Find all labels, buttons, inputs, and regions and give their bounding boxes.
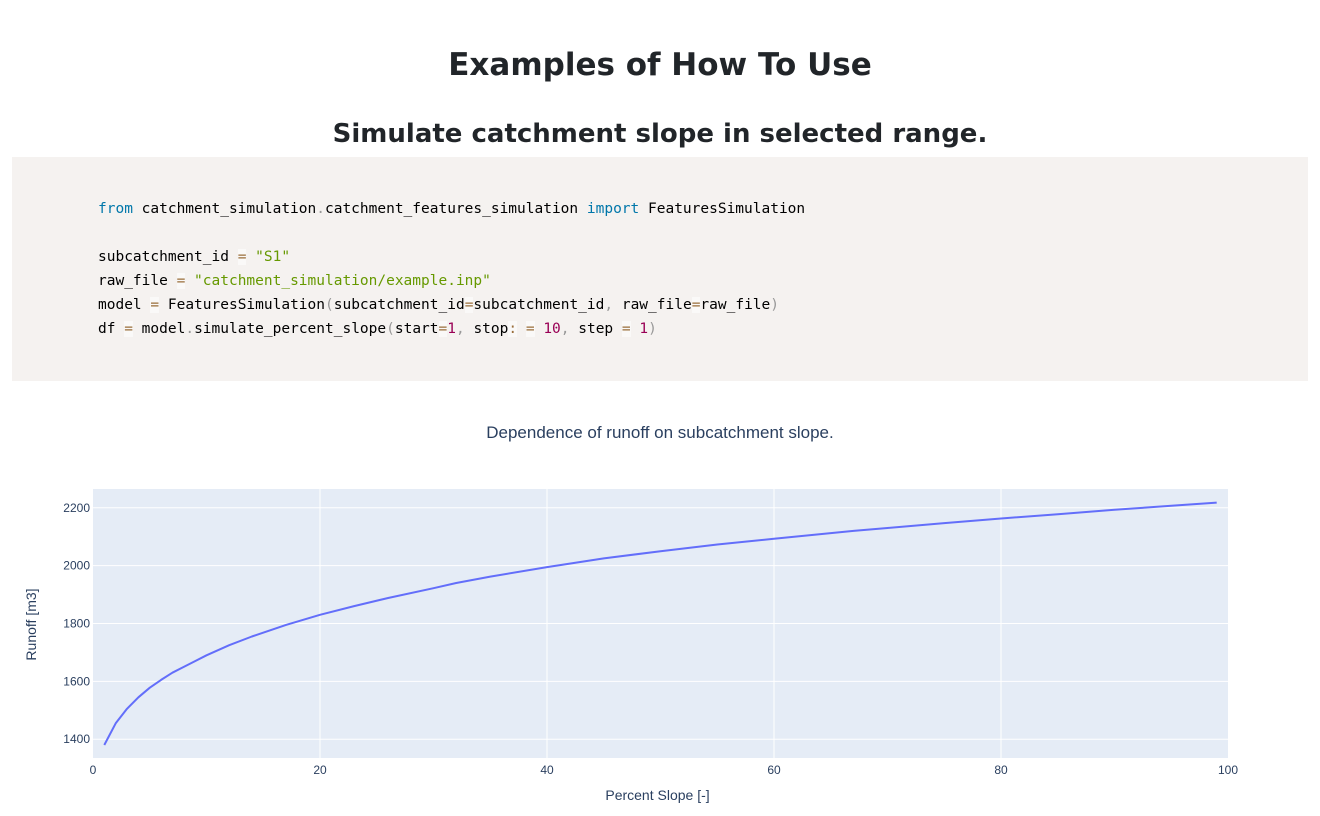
code-token: simulate_percent_slope — [194, 321, 387, 337]
code-token: model — [98, 297, 151, 313]
x-tick-label: 80 — [994, 763, 1008, 777]
code-line-blank — [98, 221, 1308, 245]
code-line: from catchment_simulation.catchment_feat… — [98, 197, 1308, 221]
code-token: , — [560, 321, 570, 337]
code-token: ( — [386, 321, 395, 337]
code-token — [535, 321, 544, 337]
code-token: subcatchment_id — [473, 297, 605, 313]
code-token: raw_file — [700, 297, 771, 313]
code-line: raw_file = "catchment_simulation/example… — [98, 269, 1308, 293]
runoff-chart[interactable]: 0 20 40 60 80 100 1400 1600 1800 2000 2200 Percent … — [0, 470, 1320, 816]
section-title: Simulate catchment slope in selected ran… — [332, 119, 988, 149]
code-token: = — [150, 297, 160, 313]
code-token: , — [604, 297, 614, 313]
chart-title: Dependence of runoff on subcatchment slo… — [486, 423, 834, 442]
code-token: , — [455, 321, 465, 337]
code-token: 1 — [447, 321, 456, 337]
code-token: start — [394, 321, 439, 337]
x-tick-label: 0 — [90, 763, 97, 777]
x-axis-title: Percent Slope [-] — [605, 787, 709, 803]
code-token: FeaturesSimulation — [159, 297, 325, 313]
code-token: . — [185, 321, 195, 337]
code-line: df = model.simulate_percent_slope(start=… — [98, 317, 1308, 341]
code-token: ) — [770, 297, 779, 313]
y-tick-label: 1400 — [63, 732, 90, 746]
code-token: raw_file — [98, 273, 177, 289]
code-token: = — [237, 249, 247, 265]
y-tick-label: 1800 — [63, 617, 90, 631]
code-token: catchment_simulation — [132, 201, 317, 217]
code-token: = — [621, 321, 631, 337]
y-axis-title: Runoff [m3] — [23, 588, 39, 660]
code-token: = — [525, 321, 535, 337]
code-token: "catchment_simulation/example.inp" — [194, 273, 491, 289]
code-block: from catchment_simulation.catchment_feat… — [12, 157, 1308, 381]
code-token: = — [464, 297, 474, 313]
code-token: FeaturesSimulation — [639, 201, 806, 217]
code-token — [246, 249, 255, 265]
code-token: model — [132, 321, 186, 337]
code-token — [517, 321, 526, 337]
y-tick-label: 2000 — [63, 559, 90, 573]
code-token: 10 — [543, 321, 561, 337]
code-token: = — [176, 273, 186, 289]
x-tick-label: 100 — [1218, 763, 1238, 777]
code-token: from — [98, 201, 133, 217]
code-token: "S1" — [255, 249, 291, 265]
x-tick-label: 20 — [313, 763, 327, 777]
code-token — [185, 273, 194, 289]
y-tick-label: 2200 — [63, 501, 90, 515]
code-token: subcatchment_id — [98, 249, 238, 265]
code-line: subcatchment_id = "S1" — [98, 245, 1308, 269]
code-token: ) — [648, 321, 657, 337]
code-token: 1 — [639, 321, 649, 337]
code-token: catchment_features_simulation — [324, 201, 587, 217]
code-token: stop — [464, 321, 509, 337]
series-line[interactable] — [103, 501, 1217, 746]
code-token: = — [691, 297, 701, 313]
code-token: raw_file — [613, 297, 692, 313]
x-tick-label: 60 — [767, 763, 781, 777]
code-token: ( — [325, 297, 334, 313]
code-line: model = FeaturesSimulation(subcatchment_… — [98, 293, 1308, 317]
code-token: . — [316, 201, 325, 217]
code-token: df — [98, 321, 125, 337]
code-token: step — [569, 321, 622, 337]
code-token: = — [438, 321, 448, 337]
code-token: = — [124, 321, 133, 337]
page-title: Examples of How To Use — [448, 47, 872, 83]
code-token: import — [586, 201, 640, 217]
x-tick-label: 40 — [540, 763, 554, 777]
y-tick-label: 1600 — [63, 674, 90, 688]
code-token: subcatchment_id — [333, 297, 465, 313]
code-token: : — [508, 321, 518, 337]
